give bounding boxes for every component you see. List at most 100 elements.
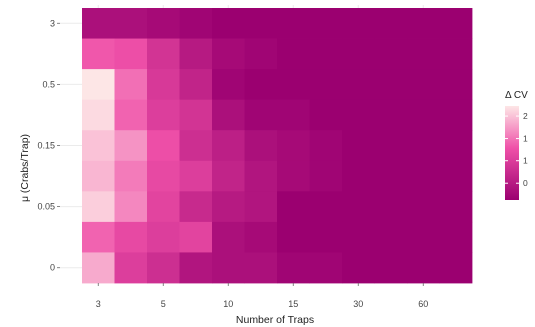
x-tick-label: 15 xyxy=(288,299,298,309)
heatmap-cell xyxy=(114,221,148,253)
heatmap-cell xyxy=(212,69,245,101)
heatmap-cell xyxy=(147,130,180,162)
color-legend: Δ CV 2 1 1 0 xyxy=(505,90,528,200)
heatmap-cell xyxy=(374,99,408,131)
heatmap-cell xyxy=(244,221,278,253)
heatmap-cell xyxy=(82,99,115,131)
heatmap-cell xyxy=(114,99,148,131)
heatmap-cell xyxy=(407,130,440,162)
x-tick-label: 10 xyxy=(223,299,233,309)
heatmap-cell xyxy=(147,221,180,253)
heatmap-cell xyxy=(342,99,375,131)
heatmap-cell xyxy=(179,8,213,39)
heatmap-cell xyxy=(407,252,440,284)
heatmap-cell xyxy=(309,130,343,162)
legend-tick-label: 1 xyxy=(523,156,528,166)
heatmap-cell xyxy=(147,38,180,70)
heatmap-cell xyxy=(342,160,375,192)
heatmap-cell xyxy=(374,69,408,101)
heatmap-cell xyxy=(439,252,473,284)
heatmap-cell xyxy=(244,130,278,162)
heatmap-cell xyxy=(114,38,148,70)
heatmap-cell xyxy=(277,8,310,39)
y-tick-label: 0 xyxy=(50,263,55,273)
heatmap-cell xyxy=(179,38,213,70)
y-tick-label: 0.05 xyxy=(37,202,55,212)
heatmap-cell xyxy=(114,130,148,162)
y-tick-label: 0.15 xyxy=(37,141,55,151)
heatmap-cell xyxy=(309,8,343,39)
heatmap-cell xyxy=(277,130,310,162)
heatmap-cell xyxy=(82,221,115,253)
heatmap-cell xyxy=(147,160,180,192)
heatmap-cell xyxy=(179,252,213,284)
heatmap-cell xyxy=(147,69,180,101)
heatmap-cell xyxy=(309,38,343,70)
x-axis-ticks: 3 5 10 15 30 60 xyxy=(96,283,428,309)
heatmap-cell xyxy=(147,191,180,223)
heatmap-cell xyxy=(212,221,245,253)
heatmap-cell xyxy=(212,8,245,39)
legend-ticks: 2 1 1 0 xyxy=(505,111,528,188)
heatmap-cell xyxy=(114,191,148,223)
heatmap-cell xyxy=(407,191,440,223)
heatmap-cell xyxy=(374,130,408,162)
heatmap-cell xyxy=(277,252,310,284)
heatmap-cell xyxy=(82,38,115,70)
heatmap-cell xyxy=(342,221,375,253)
heatmap-cell xyxy=(277,99,310,131)
heatmap-cell xyxy=(439,130,473,162)
heatmap-cell xyxy=(342,8,375,39)
heatmap-cell xyxy=(212,99,245,131)
heatmap-cell xyxy=(82,191,115,223)
heatmap-cell xyxy=(114,69,148,101)
heatmap-cell xyxy=(342,252,375,284)
legend-tick-label: 1 xyxy=(523,134,528,144)
heatmap-cell xyxy=(244,99,278,131)
heatmap-cell xyxy=(439,69,473,101)
heatmap-cells xyxy=(82,8,473,284)
heatmap-cell xyxy=(277,69,310,101)
heatmap-cell xyxy=(309,69,343,101)
legend-colorbar xyxy=(505,106,519,200)
heatmap-cell xyxy=(212,130,245,162)
heatmap-cell xyxy=(309,99,343,131)
heatmap-cell xyxy=(244,8,278,39)
heatmap-cell xyxy=(407,8,440,39)
x-axis-title: Number of Traps xyxy=(236,314,314,326)
heatmap-cell xyxy=(82,69,115,101)
legend-tick-label: 2 xyxy=(523,111,528,121)
heatmap-cell xyxy=(439,221,473,253)
heatmap-cell xyxy=(277,38,310,70)
heatmap-cell xyxy=(439,160,473,192)
heatmap-cell xyxy=(374,221,408,253)
heatmap-cell xyxy=(374,252,408,284)
x-tick-label: 3 xyxy=(96,299,101,309)
heatmap-cell xyxy=(439,38,473,70)
x-tick-label: 5 xyxy=(161,299,166,309)
heatmap-cell xyxy=(439,191,473,223)
x-tick-label: 60 xyxy=(418,299,428,309)
y-axis-ticks: 3 0.5 0.15 0.05 0 xyxy=(37,18,60,273)
heatmap-cell xyxy=(342,130,375,162)
heatmap-cell xyxy=(179,160,213,192)
heatmap-cell xyxy=(374,160,408,192)
heatmap-cell xyxy=(82,130,115,162)
heatmap-cell xyxy=(147,252,180,284)
heatmap-cell xyxy=(212,160,245,192)
heatmap-cell xyxy=(82,8,115,39)
heatmap-cell xyxy=(114,8,148,39)
heatmap-cell xyxy=(244,252,278,284)
y-tick-label: 0.5 xyxy=(42,79,55,89)
heatmap-cell xyxy=(342,69,375,101)
heatmap-cell xyxy=(407,38,440,70)
heatmap-cell xyxy=(179,69,213,101)
heatmap-cell xyxy=(179,130,213,162)
heatmap-cell xyxy=(439,99,473,131)
heatmap-cell xyxy=(147,8,180,39)
legend-tick-label: 0 xyxy=(523,178,528,188)
heatmap-cell xyxy=(374,38,408,70)
heatmap-cell xyxy=(309,160,343,192)
heatmap-cell xyxy=(212,38,245,70)
